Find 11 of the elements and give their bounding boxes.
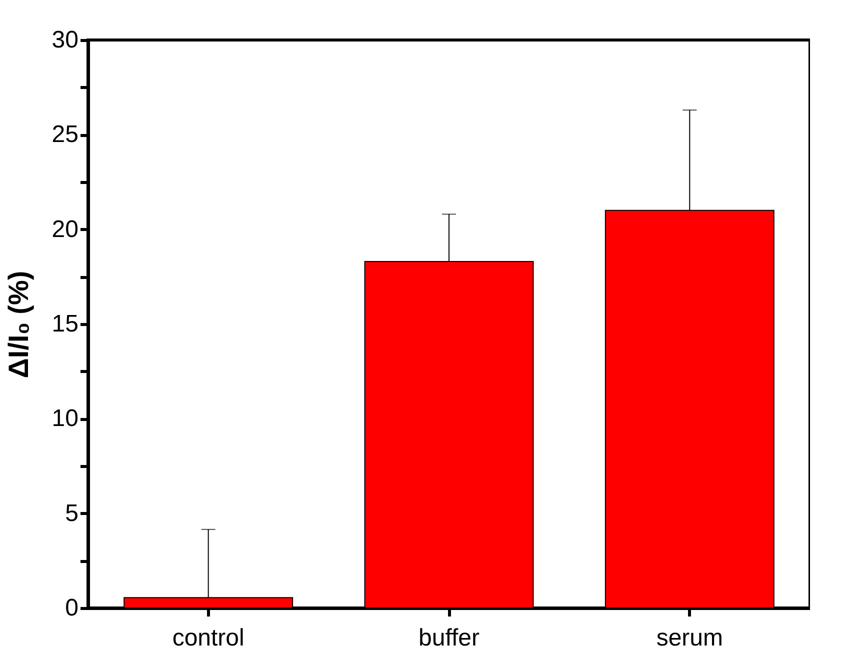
y-tick-label: 15 xyxy=(52,310,78,338)
x-tick-label: buffer xyxy=(418,624,480,652)
x-tick-label: serum xyxy=(656,624,724,652)
y-tick-label: 5 xyxy=(65,500,78,527)
y-tick-label: 25 xyxy=(52,121,78,148)
y-tick-label: 10 xyxy=(52,405,78,432)
y-axis-title: ΔI/I₀ (%) xyxy=(2,270,34,378)
y-tick-label: 30 xyxy=(52,26,78,54)
x-tick-label: control xyxy=(172,624,244,652)
y-tick-label: 0 xyxy=(65,594,78,622)
y-tick-label: 20 xyxy=(52,216,78,243)
